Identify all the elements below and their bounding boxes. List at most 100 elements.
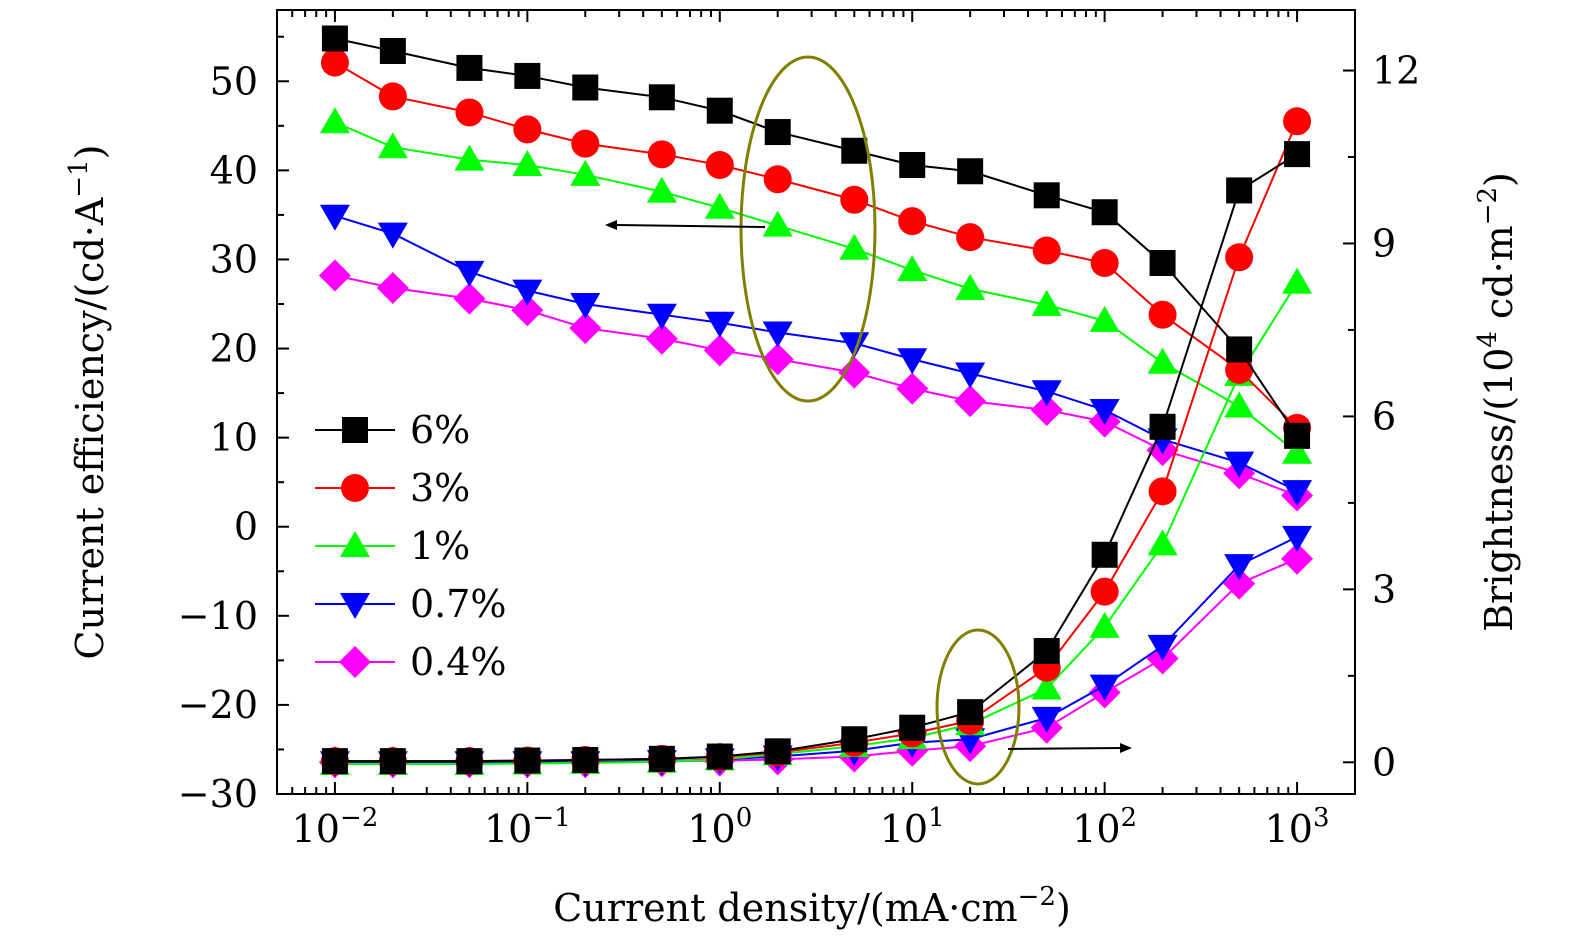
efficiency-point-3pct <box>705 151 734 180</box>
brightness-point-6pct <box>1149 413 1176 440</box>
efficiency-point-6pct <box>706 97 733 124</box>
efficiency-point-1pct <box>955 273 986 300</box>
efficiency-point-0-4pct <box>954 385 987 418</box>
efficiency-point-6pct <box>456 54 483 81</box>
efficiency-point-0-4pct <box>703 334 736 367</box>
efficiency-point-0-7pct <box>1089 399 1120 426</box>
y-tick-label: −10 <box>178 594 258 638</box>
brightness-point-6pct <box>1284 141 1311 168</box>
y2-tick-label: 9 <box>1372 221 1396 265</box>
y-tick-label: 20 <box>210 327 258 371</box>
efficiency-point-3pct <box>1090 249 1119 278</box>
y-tick-label: 50 <box>210 59 258 103</box>
efficiency-point-3pct <box>1032 236 1061 265</box>
efficiency-point-3pct <box>320 48 349 77</box>
efficiency-point-0-4pct <box>761 343 794 376</box>
efficiency-point-0-7pct <box>839 332 870 359</box>
efficiency-point-1pct <box>704 192 735 219</box>
efficiency-point-6pct <box>648 84 675 111</box>
y-tick-label: 0 <box>234 505 258 549</box>
efficiency-point-3pct <box>455 98 484 127</box>
legend-marker-0-7pct <box>340 593 370 619</box>
brightness-point-3pct <box>1225 243 1254 272</box>
efficiency-point-0-4pct <box>645 322 678 355</box>
brightness-point-3pct <box>1283 107 1312 136</box>
efficiency-point-6pct <box>1033 182 1060 209</box>
y-tick-label: 30 <box>210 237 258 281</box>
brightness-point-1pct <box>1282 267 1313 294</box>
efficiency-point-3pct <box>898 207 927 236</box>
efficiency-point-0-7pct <box>897 348 928 375</box>
efficiency-point-0-7pct <box>570 293 601 319</box>
efficiency-point-1pct <box>1089 305 1120 332</box>
brightness-line-0-7pct <box>334 535 1298 764</box>
efficiency-point-6pct <box>321 25 348 52</box>
efficiency-point-1pct <box>1031 289 1062 316</box>
efficiency-point-1pct <box>1282 437 1313 464</box>
efficiency-point-6pct <box>572 74 599 101</box>
right-axis-arrow <box>1007 747 1123 750</box>
y-tick-label: −20 <box>178 683 258 727</box>
efficiency-point-0-7pct <box>704 311 735 338</box>
efficiency-point-0-4pct <box>376 271 409 304</box>
efficiency-point-6pct <box>1284 422 1311 449</box>
efficiency-point-0-7pct <box>762 321 793 348</box>
brightness-point-6pct <box>514 747 541 774</box>
x-axis-title: Current density/(mA·cm−2) <box>553 882 1071 930</box>
brightness-point-0-7pct <box>1031 706 1062 733</box>
efficiency-point-6pct <box>514 62 541 89</box>
brightness-point-6pct <box>456 748 483 775</box>
brightness-point-6pct <box>899 714 926 741</box>
brightness-point-0-7pct <box>1147 634 1178 661</box>
efficiency-point-1pct <box>377 132 408 159</box>
efficiency-point-3pct <box>1148 300 1177 329</box>
efficiency-point-1pct <box>570 159 601 186</box>
brightness-point-6pct <box>648 745 675 772</box>
y-axis-title: Current efficiency/(cd·A−1) <box>64 145 112 660</box>
brightness-line-6pct <box>334 153 1298 763</box>
efficiency-point-3pct <box>571 129 600 158</box>
efficiency-line-6pct <box>334 37 1298 437</box>
brightness-point-6pct <box>957 699 984 726</box>
legend-marker-0-4pct <box>339 646 371 678</box>
efficiency-point-0-4pct <box>318 259 351 292</box>
efficiency-point-0-7pct <box>454 260 485 287</box>
left-axis-arrow <box>614 224 766 228</box>
efficiency-point-1pct <box>897 255 928 282</box>
efficiency-line-0-4pct <box>334 274 1298 497</box>
efficiency-point-1pct <box>762 210 793 237</box>
efficiency-point-0-7pct <box>377 222 408 249</box>
efficiency-point-6pct <box>1149 250 1176 277</box>
efficiency-point-6pct <box>899 152 926 179</box>
efficiency-point-3pct <box>1225 355 1254 384</box>
efficiency-group-ellipse <box>739 55 877 403</box>
legend-label-6pct: 6% <box>410 408 470 452</box>
efficiency-point-0-7pct <box>955 362 986 389</box>
legend-label-0-7pct: 0.7% <box>410 582 507 626</box>
x-tick-label: 10−1 <box>484 803 571 851</box>
brightness-point-0-4pct <box>1223 567 1256 600</box>
efficiency-point-6pct <box>379 37 406 64</box>
brightness-point-1pct <box>1031 673 1062 700</box>
efficiency-point-0-7pct <box>1224 451 1255 478</box>
efficiency-point-1pct <box>839 233 870 260</box>
right-axis-arrowhead <box>1120 743 1132 753</box>
y-tick-label: 10 <box>210 416 258 460</box>
efficiency-point-0-4pct <box>838 356 871 389</box>
brightness-point-6pct <box>1226 177 1253 204</box>
efficiency-point-6pct <box>1226 336 1253 363</box>
y2-axis-title: Brightness/(104 cd·m−2) <box>1473 172 1521 632</box>
y2-tick-label: 12 <box>1372 49 1420 93</box>
brightness-point-6pct <box>841 726 868 753</box>
y-tick-label: −30 <box>178 772 258 816</box>
efficiency-point-0-7pct <box>1031 380 1062 407</box>
efficiency-point-3pct <box>513 115 542 144</box>
brightness-line-1pct <box>334 282 1298 766</box>
plot-frame <box>276 9 1356 795</box>
brightness-point-6pct <box>1033 638 1060 665</box>
efficiency-point-1pct <box>646 176 677 203</box>
efficiency-point-0-7pct <box>512 279 543 306</box>
legend: 6% 3% 1% 0.7% 0.4% <box>315 408 507 684</box>
efficiency-point-6pct <box>957 158 984 185</box>
